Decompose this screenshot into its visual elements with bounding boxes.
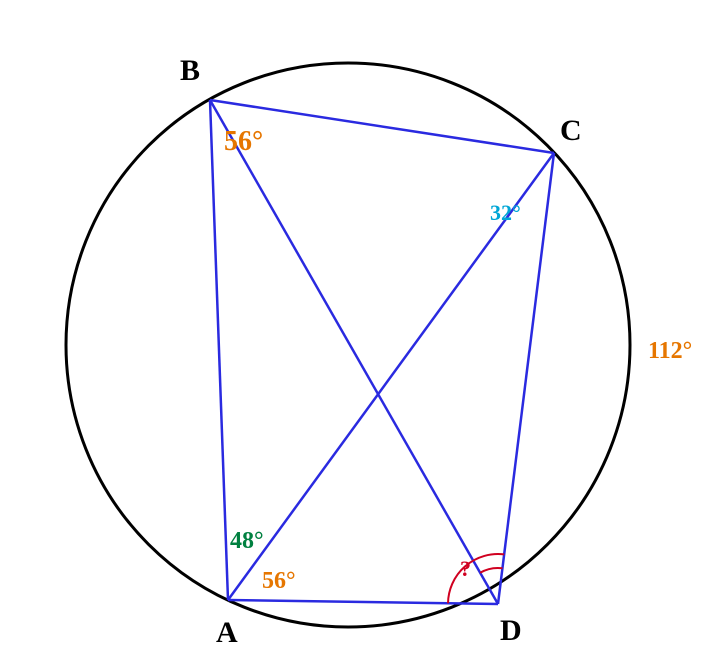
angle-arc-0 <box>480 568 502 573</box>
angle-label-2: 48° <box>230 528 264 554</box>
geometry-diagram: 56° 32° 48° 56° 112°? A B C D <box>0 0 726 669</box>
vertex-label-A: A <box>216 616 238 649</box>
angle-label-4: 112° <box>648 338 692 364</box>
vertex-label-C: C <box>560 114 582 147</box>
angle-label-3: 56° <box>262 568 296 594</box>
outer-circle <box>66 63 630 627</box>
segment-DA <box>228 600 498 604</box>
segment-AB <box>210 100 228 600</box>
angle-label-0: 56° <box>224 126 263 157</box>
angle-label-1: 32° <box>490 200 521 225</box>
angle-labels-group: 56° 32° 48° 56° 112°? <box>224 126 692 594</box>
angle-label-5: ? <box>460 556 471 581</box>
vertex-label-D: D <box>500 614 522 647</box>
vertex-label-B: B <box>180 54 200 87</box>
